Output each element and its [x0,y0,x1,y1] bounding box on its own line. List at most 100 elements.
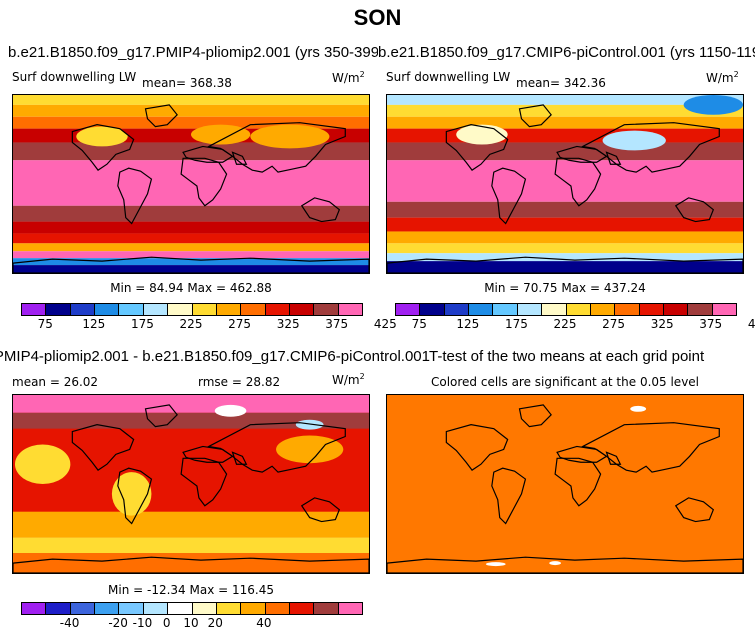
panel-b-colorbar-swatch [712,304,737,315]
panel-b-colorbar [395,303,737,316]
panel-c-minmax: Min = -12.34 Max = 116.45 [108,583,274,597]
panel-b-mean: mean= 342.36 [516,76,606,90]
panel-a-colorbar-tick-label: 325 [276,317,300,331]
coastline [231,151,248,165]
coastline [387,556,743,573]
panel-b-colorbar-tick-label: 75 [411,317,427,331]
panel-a-units: W/m2 [332,70,365,85]
map-field [387,395,743,573]
coastline [518,404,552,428]
panel-c-colorbar-tick-label: 20 [207,616,223,630]
panel-c-map [12,394,370,574]
panel-a-colorbar-swatch [119,304,144,315]
coastline [387,256,743,273]
panel-c-colorbar-ticks: -40 -20 -10 0 10 20 40 [21,616,361,630]
panel-b-colorbar-swatch [493,304,518,315]
map-field [13,95,369,273]
panel-a-colorbar-tick-label: 75 [37,317,53,331]
panel-b-colorbar-ticks: 75 125 175 225 275 325 375 425 [395,317,755,331]
panel-b-colorbar-tick-label: 325 [650,317,674,331]
panel-b-colorbar-swatch [688,304,713,315]
coastline [605,451,622,465]
panel-a-colorbar-tick-label: 125 [82,317,106,331]
coastline [206,422,346,473]
panel-b-colorbar-swatch [663,304,689,315]
panel-c-colorbar-swatch [265,603,290,614]
panel-b-colorbar-swatch [566,304,591,315]
coastline [580,422,720,473]
panel-c-colorbar-swatch [95,603,120,614]
panel-a-colorbar-tick-label: 225 [179,317,203,331]
panel-c-colorbar-tick-label: -20 [108,616,128,630]
panel-a-colorbar-swatch [241,304,266,315]
coastlines [387,104,743,273]
panel-c-colorbar-swatch [70,603,96,614]
panel-c-colorbar-swatch [119,603,144,614]
panel-b-colorbar-swatch [542,304,567,315]
panel-b-colorbar-swatch [469,304,494,315]
panel-a-colorbar-swatch [95,304,120,315]
coastline [445,424,509,471]
contour-field [13,395,369,573]
coastline [117,167,153,225]
panel-b-map [386,94,744,274]
coastline [71,424,135,471]
panel-b-colorbar-swatch [615,304,640,315]
panel-a-colorbar-tick-label: 275 [228,317,252,331]
panel-a-title: b.e21.B1850.f09_g17.PMIP4-pliomip2.001 (… [8,44,378,61]
panel-b-colorbar-swatch [517,304,543,315]
panel-c-colorbar-swatch [241,603,266,614]
panel-c-colorbar-swatch [143,603,169,614]
panel-b-colorbar-swatch [639,304,664,315]
panel-c-colorbar [21,602,363,615]
panel-b-colorbar-tick-label: 125 [456,317,480,331]
coastline [491,167,527,225]
panel-b-colorbar-tick-label: 425 [747,317,755,331]
panel-c-title: b.e21.B1850.f09_g17.PMIP4-pliomip2.001 -… [0,348,430,365]
panel-a-colorbar-swatch [22,304,47,315]
coastline [144,104,178,128]
coastline [231,451,248,465]
coastline [554,457,602,507]
panel-b-title: b.e21.B1850.f09_g17.CMIP6-piControl.001 … [378,44,755,61]
panel-c-colorbar-swatch [168,603,193,614]
panel-d-title: T-test of the two means at each grid poi… [429,348,705,365]
coastline [445,124,509,171]
panel-c-colorbar-swatch [22,603,47,614]
coastline [144,404,178,428]
panel-c-colorbar-swatch [289,603,315,614]
panel-d-subtitle: Colored cells are significant at the 0.0… [430,375,700,389]
panel-a-colorbar-swatch [216,304,242,315]
panel-a-variable: Surf downwelling LW [12,70,137,84]
contour-field [13,95,369,273]
coastline [554,157,602,207]
panel-a-colorbar-ticks: 75 125 175 225 275 325 375 425 [21,317,397,331]
coastline [300,197,341,223]
panel-a-colorbar-swatch [192,304,217,315]
panel-a-colorbar-swatch [338,304,363,315]
panel-c-units: W/m2 [332,372,365,387]
figure-title: SON [353,5,402,30]
panel-a-colorbar-tick-label: 175 [130,317,154,331]
panel-a-colorbar-swatch [168,304,193,315]
panel-b-colorbar-tick-label: 375 [699,317,723,331]
coastline [605,151,622,165]
coastline [491,467,527,525]
coastline [580,122,720,173]
panel-a-map [12,94,370,274]
coastline [13,556,369,573]
coastline [300,497,341,523]
panel-b-minmax: Min = 70.75 Max = 437.24 [484,281,646,295]
panel-a-colorbar-swatch [265,304,290,315]
panel-b-units: W/m2 [706,70,739,85]
panel-b-colorbar-swatch [444,304,470,315]
panel-c-colorbar-swatch [46,603,71,614]
panel-a-minmax: Min = 84.94 Max = 462.88 [110,281,272,295]
coastline [180,457,228,507]
contour-field [387,395,743,573]
panel-c-colorbar-tick-label: 40 [256,616,272,630]
panel-a-colorbar-swatch [46,304,71,315]
coastline [674,197,715,223]
panel-c-colorbar-swatch [314,603,339,614]
coastline [180,157,228,207]
